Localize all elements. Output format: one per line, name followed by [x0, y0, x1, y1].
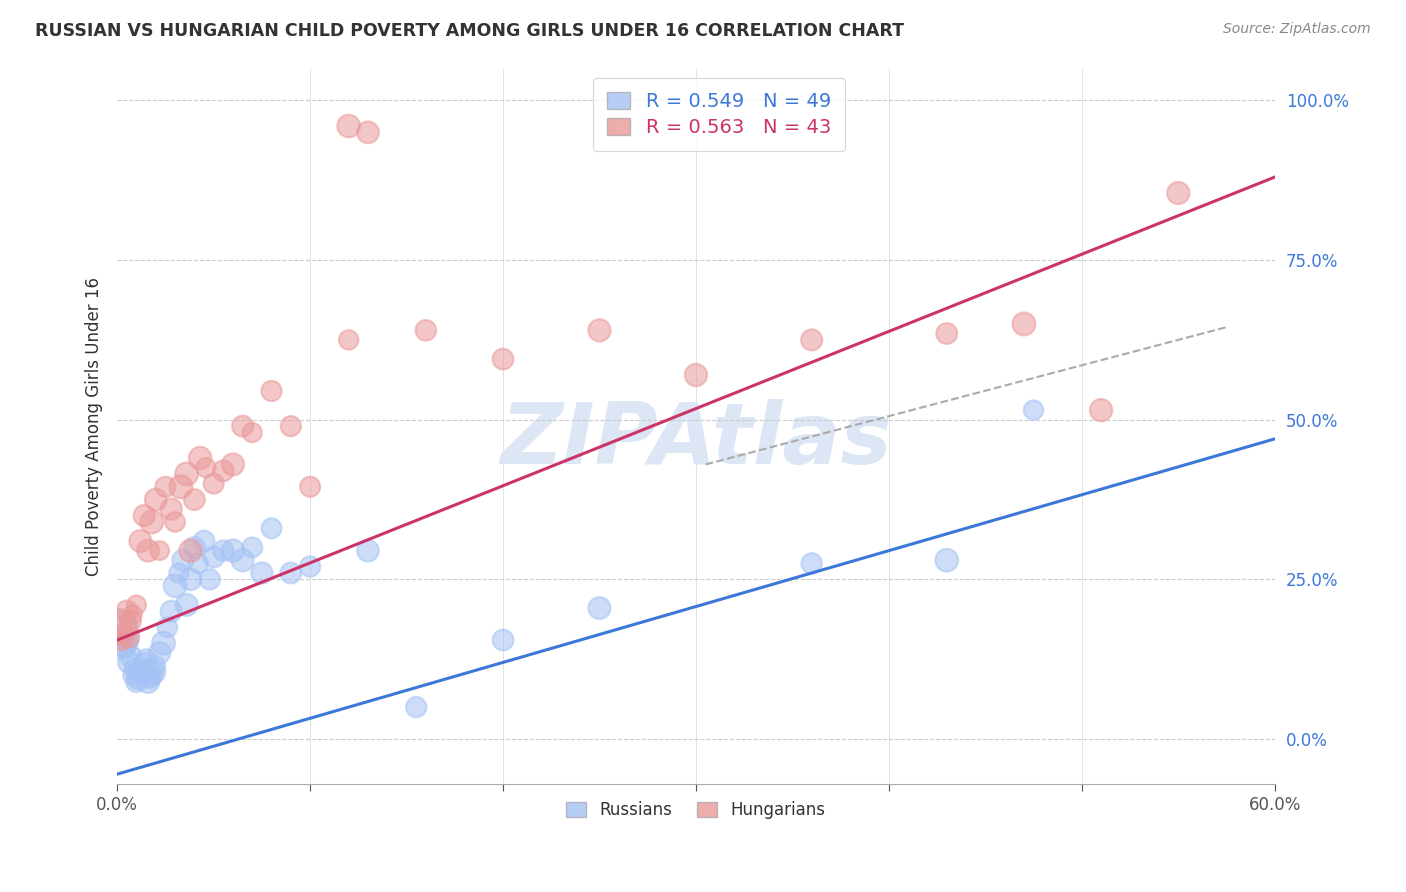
Point	[142, 665, 165, 679]
Point	[240, 541, 263, 555]
Point	[160, 604, 183, 618]
Point	[165, 579, 187, 593]
Point	[935, 326, 957, 341]
Point	[1012, 317, 1035, 331]
Point	[149, 646, 172, 660]
Point	[118, 656, 141, 670]
Point	[240, 425, 263, 440]
Point	[232, 553, 254, 567]
Point	[139, 672, 162, 686]
Point	[176, 598, 198, 612]
Point	[176, 467, 198, 481]
Point	[110, 633, 132, 648]
Point	[136, 674, 159, 689]
Point	[131, 662, 153, 676]
Point	[120, 614, 142, 628]
Point	[357, 543, 380, 558]
Point	[1022, 403, 1045, 417]
Point	[152, 636, 174, 650]
Point	[172, 553, 194, 567]
Point	[588, 323, 610, 337]
Point	[415, 323, 437, 337]
Point	[183, 492, 205, 507]
Point	[260, 384, 283, 398]
Y-axis label: Child Poverty Among Girls Under 16: Child Poverty Among Girls Under 16	[86, 277, 103, 575]
Point	[183, 541, 205, 555]
Point	[120, 648, 142, 663]
Point	[118, 630, 141, 644]
Point	[141, 515, 163, 529]
Point	[357, 125, 380, 139]
Point	[136, 543, 159, 558]
Point	[124, 662, 146, 676]
Point	[405, 700, 427, 714]
Point	[111, 630, 134, 644]
Point	[170, 480, 193, 494]
Point	[337, 119, 360, 133]
Point	[179, 543, 201, 558]
Point	[222, 543, 245, 558]
Point	[588, 601, 610, 615]
Point	[299, 480, 322, 494]
Point	[202, 476, 225, 491]
Point	[1090, 403, 1112, 417]
Point	[299, 559, 322, 574]
Legend: Russians, Hungarians: Russians, Hungarians	[560, 794, 832, 825]
Point	[800, 557, 823, 571]
Point	[134, 508, 156, 523]
Point	[121, 607, 143, 622]
Point	[135, 652, 157, 666]
Point	[194, 460, 217, 475]
Point	[179, 573, 201, 587]
Point	[115, 604, 138, 618]
Point	[685, 368, 707, 382]
Point	[193, 534, 215, 549]
Point	[155, 480, 177, 494]
Point	[114, 640, 136, 654]
Point	[250, 566, 273, 580]
Point	[145, 658, 167, 673]
Text: ZIPAtlas: ZIPAtlas	[501, 399, 891, 482]
Text: RUSSIAN VS HUNGARIAN CHILD POVERTY AMONG GIRLS UNDER 16 CORRELATION CHART: RUSSIAN VS HUNGARIAN CHILD POVERTY AMONG…	[35, 22, 904, 40]
Point	[129, 665, 152, 679]
Point	[108, 620, 131, 634]
Point	[202, 549, 225, 564]
Point	[125, 598, 148, 612]
Point	[111, 626, 134, 640]
Point	[125, 674, 148, 689]
Point	[160, 502, 183, 516]
Point	[222, 458, 245, 472]
Point	[110, 636, 132, 650]
Point	[492, 352, 515, 367]
Point	[115, 633, 138, 648]
Point	[145, 492, 167, 507]
Point	[187, 557, 209, 571]
Point	[260, 521, 283, 535]
Point	[167, 566, 190, 580]
Point	[165, 515, 187, 529]
Point	[800, 333, 823, 347]
Point	[337, 333, 360, 347]
Text: Source: ZipAtlas.com: Source: ZipAtlas.com	[1223, 22, 1371, 37]
Point	[129, 534, 152, 549]
Point	[1167, 186, 1189, 200]
Point	[134, 656, 156, 670]
Point	[492, 633, 515, 648]
Point	[280, 566, 302, 580]
Point	[198, 573, 221, 587]
Point	[232, 419, 254, 434]
Point	[127, 672, 149, 686]
Point	[280, 419, 302, 434]
Point	[156, 620, 179, 634]
Point	[188, 451, 211, 466]
Point	[121, 668, 143, 682]
Point	[141, 668, 163, 682]
Point	[212, 464, 235, 478]
Point	[935, 553, 957, 567]
Point	[108, 620, 131, 634]
Point	[149, 543, 172, 558]
Point	[212, 543, 235, 558]
